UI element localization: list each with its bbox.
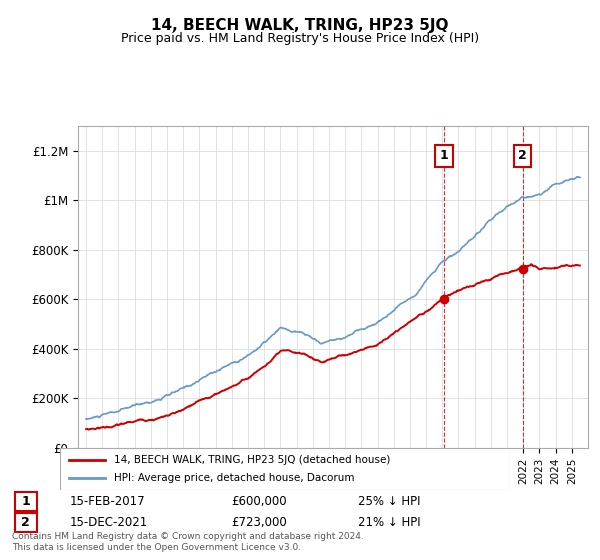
Text: Price paid vs. HM Land Registry's House Price Index (HPI): Price paid vs. HM Land Registry's House … [121,32,479,45]
Text: 15-DEC-2021: 15-DEC-2021 [70,516,148,529]
Text: 25% ↓ HPI: 25% ↓ HPI [358,494,420,508]
Text: 15-FEB-2017: 15-FEB-2017 [70,494,145,508]
Text: 14, BEECH WALK, TRING, HP23 5JQ: 14, BEECH WALK, TRING, HP23 5JQ [151,18,449,33]
Text: Contains HM Land Registry data © Crown copyright and database right 2024.
This d: Contains HM Land Registry data © Crown c… [12,532,364,552]
Text: HPI: Average price, detached house, Dacorum: HPI: Average price, detached house, Daco… [114,473,355,483]
Text: 14, BEECH WALK, TRING, HP23 5JQ (detached house): 14, BEECH WALK, TRING, HP23 5JQ (detache… [114,455,391,465]
Text: 1: 1 [440,149,449,162]
Text: 21% ↓ HPI: 21% ↓ HPI [358,516,420,529]
Text: 2: 2 [518,149,527,162]
FancyBboxPatch shape [15,513,37,532]
Text: 1: 1 [22,494,30,508]
FancyBboxPatch shape [15,492,37,511]
Text: £600,000: £600,000 [231,494,287,508]
Text: £723,000: £723,000 [231,516,287,529]
FancyBboxPatch shape [60,448,510,490]
Text: 2: 2 [22,516,30,529]
